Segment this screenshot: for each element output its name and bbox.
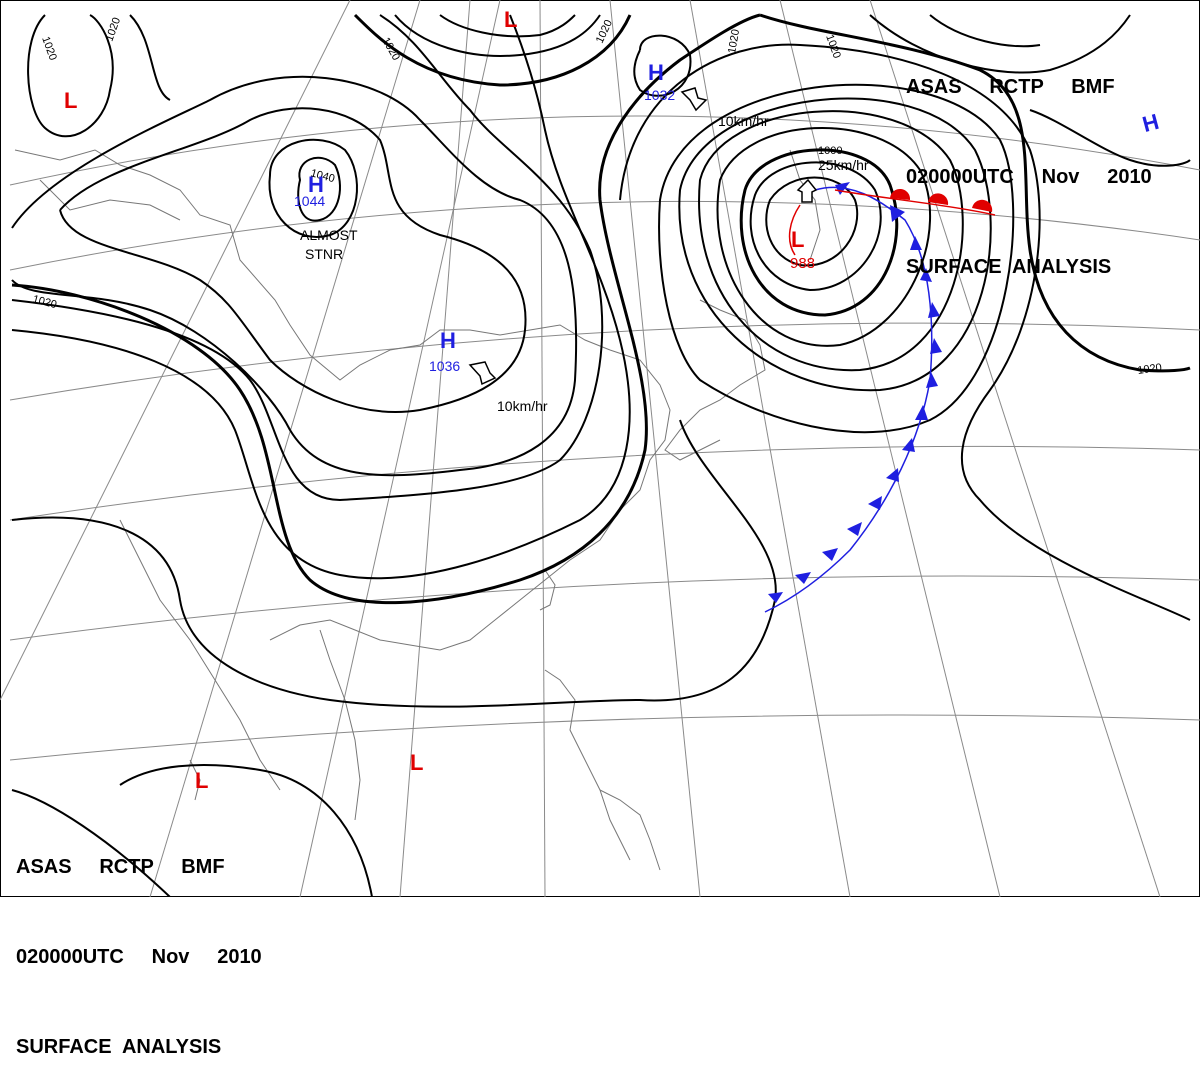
warm-front: [788, 188, 996, 256]
analysis-header-bottom: ASAS RCTP BMF 020000UTC Nov 2010 SURFACE…: [16, 792, 262, 1092]
header-line-1: ASAS RCTP BMF: [906, 76, 1115, 98]
low-center-symbol: L: [195, 768, 208, 793]
high-center-symbol: H: [648, 60, 664, 85]
analysis-header-top: ASAS RCTP BMF 020000UTC Nov 2010 SURFACE…: [906, 12, 1152, 312]
low-center-symbol: L: [410, 750, 423, 775]
isobar-label: 1000: [818, 145, 842, 157]
motion-arrows: [468, 87, 818, 386]
low-center-symbol: L: [791, 227, 804, 252]
stationary-note: ALMOST STNR: [300, 227, 358, 262]
low-center-symbol: L: [504, 7, 517, 32]
high-center-symbol: H: [1140, 109, 1162, 137]
coastlines: [14, 149, 821, 871]
isobar-label: 1020: [1137, 362, 1163, 377]
header-line-2: 020000UTC Nov 2010: [906, 166, 1152, 188]
motion-arrow: [468, 361, 497, 386]
high-center-value: 1032: [644, 87, 675, 103]
header-line-3: SURFACE ANALYSIS: [906, 256, 1112, 278]
high-center-value: 1036: [429, 358, 460, 374]
high-center-value: 1044: [294, 193, 325, 209]
isobars: [11, 13, 1191, 897]
header-line-2: 020000UTC Nov 2010: [16, 946, 262, 968]
note-stnr: STNR: [305, 246, 343, 262]
note-almost: ALMOST: [300, 227, 358, 243]
high-center-symbol: H: [440, 328, 456, 353]
header-line-1: ASAS RCTP BMF: [16, 856, 225, 878]
motion-arrow: [796, 178, 818, 203]
isobar-label: 1020: [726, 28, 742, 54]
weather-map: 1020 1020 1020 1020 1020 1020 1040 1000 …: [0, 0, 1200, 897]
low-center-symbol: L: [64, 88, 77, 113]
motion-speed-label: 25km/hr: [818, 157, 869, 173]
cold-front: [764, 182, 942, 613]
header-line-3: SURFACE ANALYSIS: [16, 1036, 222, 1058]
pressure-systems: H 1044 H 1036 H 1032 H L 988 L L L L: [64, 7, 1162, 793]
motion-speed-label: 10km/hr: [497, 398, 548, 414]
motion-speed-label: 10km/hr: [718, 113, 769, 129]
motion-labels: 10km/hr 10km/hr 25km/hr: [497, 113, 869, 414]
low-center-value: 988: [790, 255, 815, 272]
high-center-symbol: H: [308, 172, 324, 197]
motion-arrow: [680, 87, 708, 112]
